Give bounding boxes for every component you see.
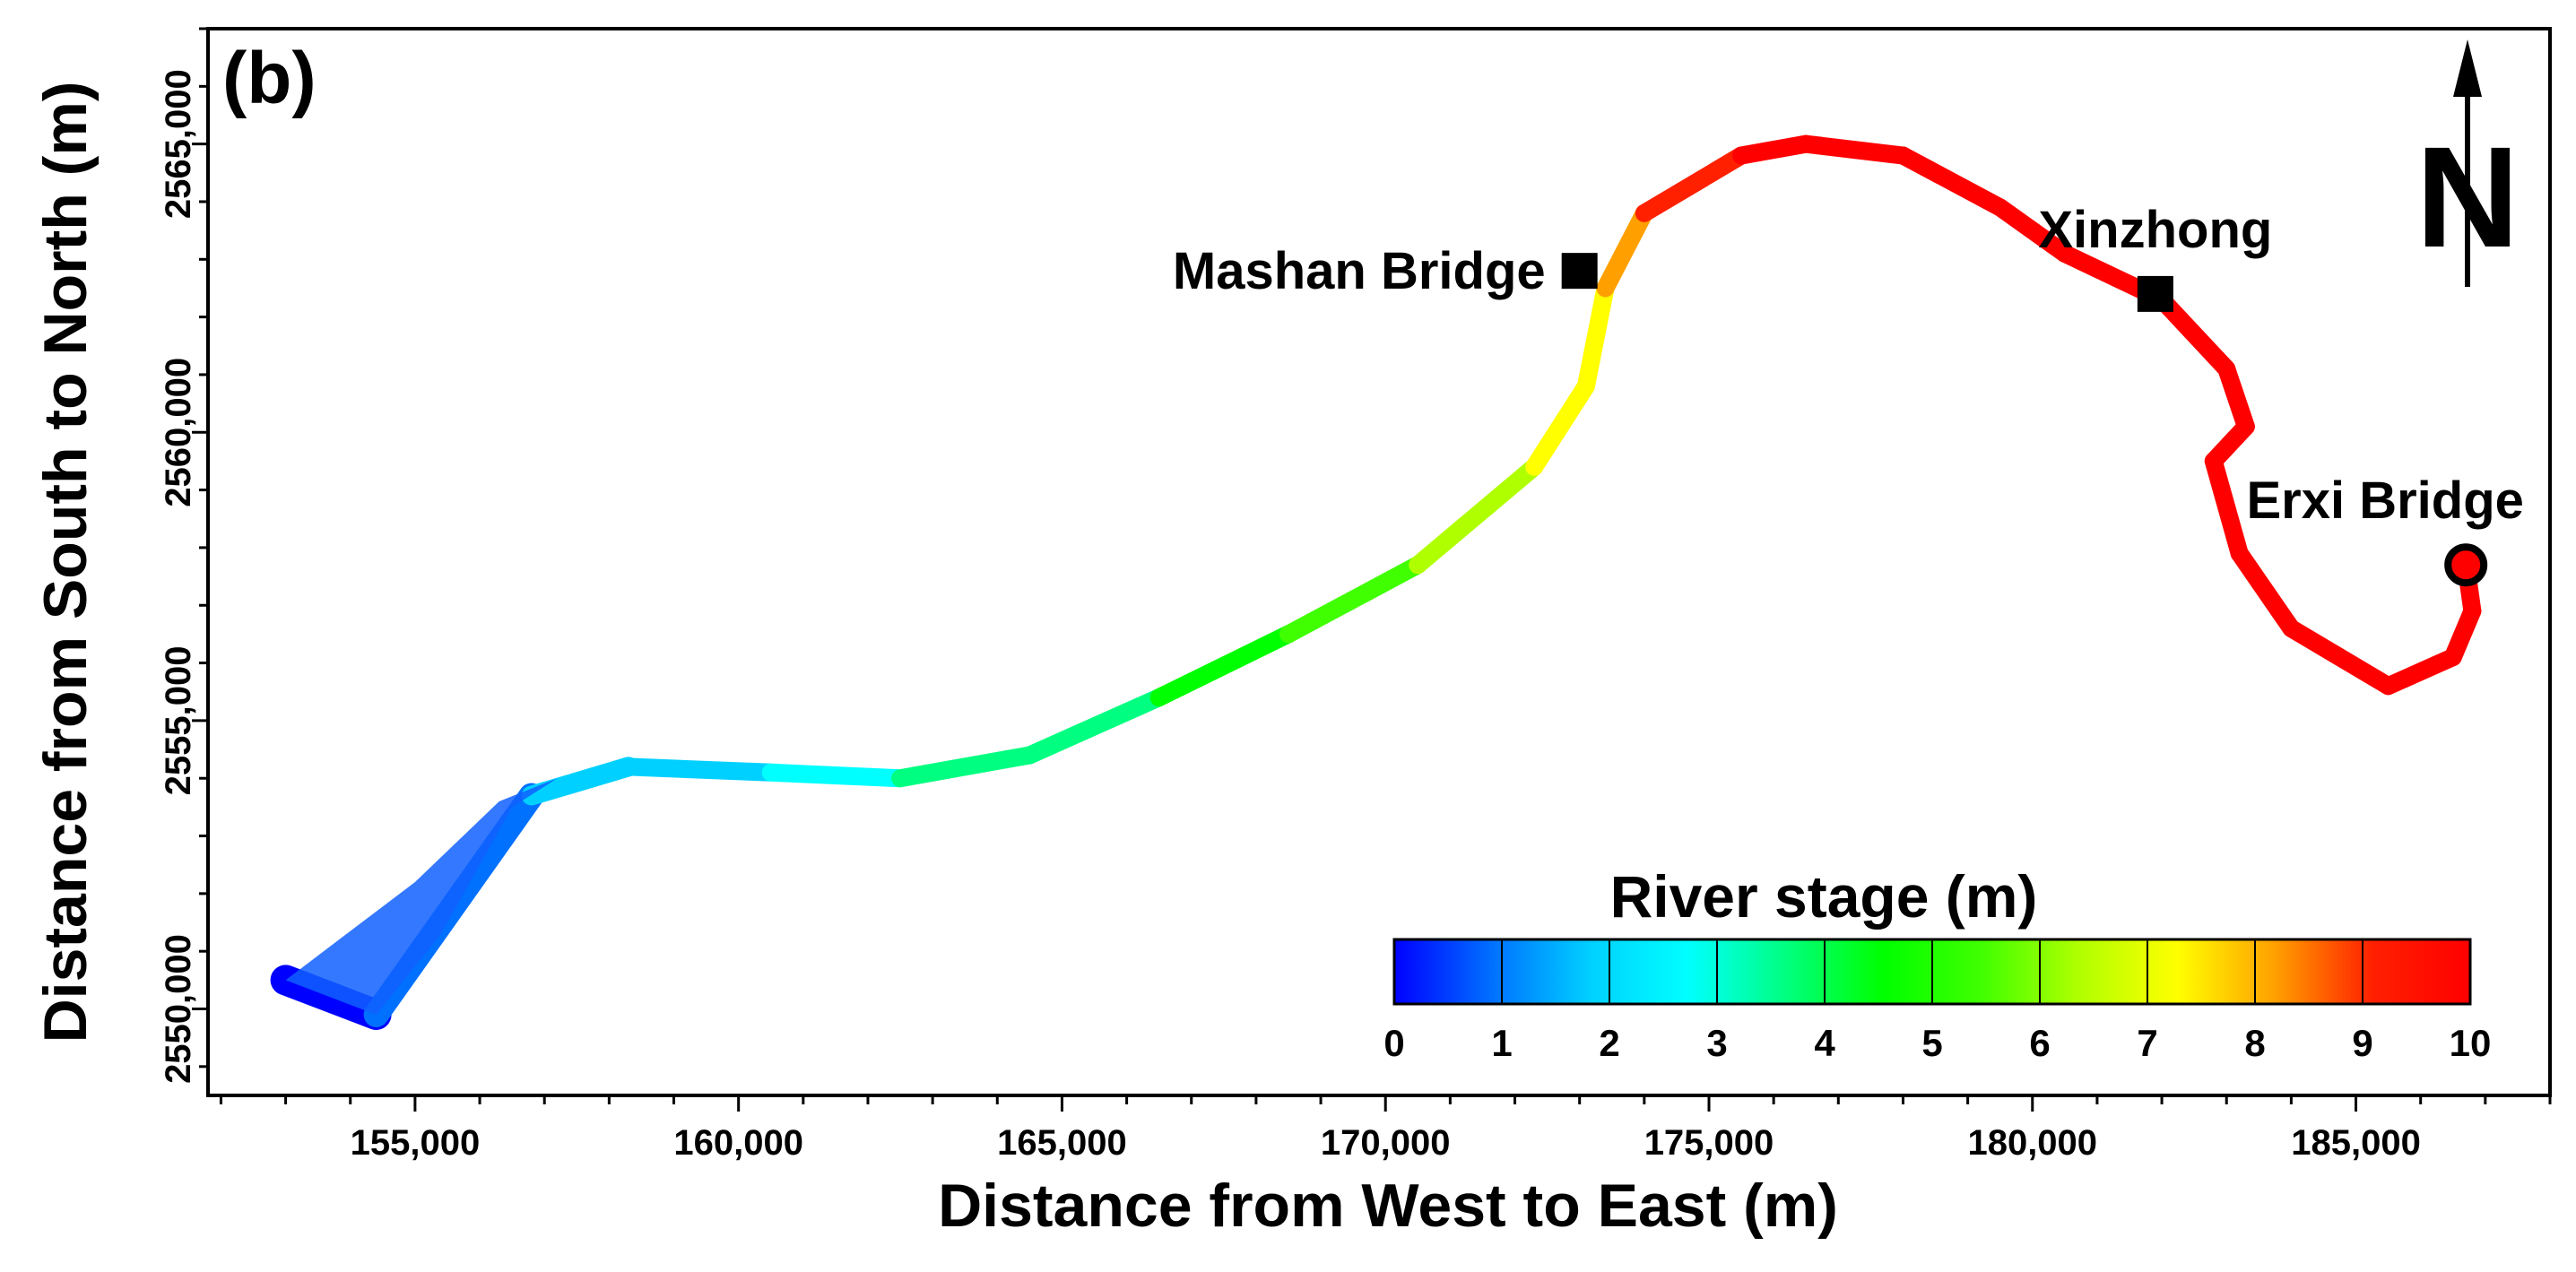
river-segment — [2204, 452, 2249, 563]
river-segment — [2217, 359, 2255, 436]
north-arrow-icon: N — [2416, 39, 2520, 287]
x-tick-label: 175,000 — [1644, 1123, 1774, 1163]
colorbar-tick-label: 7 — [2137, 1022, 2157, 1064]
river-segment — [521, 757, 639, 806]
river-segment — [1797, 134, 1912, 165]
mashan-bridge-label: Mashan Bridge — [1173, 242, 1546, 300]
x-tick-label: 185,000 — [2291, 1123, 2421, 1163]
river-segment — [620, 757, 780, 782]
y-axis-label: Distance from South to North (m) — [31, 82, 100, 1043]
x-tick-label: 170,000 — [1321, 1123, 1451, 1163]
colorbar-tick-label: 4 — [1814, 1022, 1835, 1064]
erxi-bridge-marker — [2444, 543, 2488, 587]
north-letter: N — [2416, 117, 2520, 277]
x-tick-label: 165,000 — [997, 1123, 1127, 1163]
river-delta — [285, 778, 558, 1015]
y-tick-label: 2550,000 — [159, 934, 198, 1084]
colorbar-tick-label: 10 — [2450, 1022, 2492, 1064]
location-erxi-bridge: Erxi Bridge — [2246, 472, 2524, 587]
river-segment — [1020, 688, 1168, 765]
river-segment — [1732, 134, 1816, 165]
colorbar-tick-label: 5 — [1921, 1022, 1942, 1064]
location-xinzhong: Xinzhong — [2038, 201, 2272, 312]
river-segment — [1279, 556, 1427, 644]
x-axis-ticks: 155,000 160,000 165,000 170,000 175,000 180,0… — [219, 1095, 2552, 1163]
x-tick-label: 180,000 — [1967, 1123, 2097, 1163]
river-segment — [2379, 648, 2462, 696]
x-tick-label: 160,000 — [673, 1123, 803, 1163]
erxi-bridge-label: Erxi Bridge — [2246, 472, 2523, 530]
colorbar-tick-label: 6 — [2029, 1022, 2050, 1064]
location-mashan-bridge: Mashan Bridge — [1173, 242, 1598, 300]
colorbar-tick-label: 0 — [1383, 1022, 1404, 1064]
colorbar-tick-label: 3 — [1706, 1022, 1727, 1064]
colorbar: River stage (m) 0 1 2 3 4 5 6 7 8 9 10 — [1383, 863, 2491, 1064]
x-tick-label: 155,000 — [351, 1123, 481, 1163]
river-segment — [2230, 544, 2301, 637]
river-segment — [1894, 146, 2009, 217]
river-segment — [891, 746, 1039, 788]
x-axis-label: Distance from West to East (m) — [938, 1172, 1838, 1240]
river-segment — [1149, 625, 1297, 707]
river-segment — [1525, 376, 1595, 476]
river-segment — [1576, 279, 1615, 395]
y-tick-label: 2555,000 — [159, 645, 198, 795]
panel-label: (b) — [222, 38, 317, 119]
colorbar-title: River stage (m) — [1610, 863, 2038, 930]
river-channel — [270, 134, 2482, 1030]
colorbar-tick-label: 9 — [2352, 1022, 2372, 1064]
xinzhong-marker — [2137, 275, 2173, 312]
river-segment — [761, 763, 910, 788]
mashan-bridge-marker — [1561, 253, 1598, 290]
river-segment — [1635, 146, 1751, 222]
y-tick-label: 2560,000 — [159, 358, 198, 507]
river-segment — [1991, 198, 2074, 263]
colorbar-tick-label: 8 — [2244, 1022, 2265, 1064]
colorbar-tick-label: 1 — [1491, 1022, 1512, 1064]
y-tick-label: 2565,000 — [159, 69, 198, 219]
colorbar-ticks: 0 1 2 3 4 5 6 7 8 9 10 — [1383, 939, 2491, 1064]
y-axis-ticks: 2550,000 2555,000 2560,000 2565,000 — [159, 27, 208, 1084]
map-frame — [206, 27, 2552, 1097]
river-segment — [1409, 457, 1544, 575]
river-segment — [2282, 619, 2398, 696]
river-segment — [1596, 203, 1653, 298]
colorbar-tick-label: 2 — [1599, 1022, 1619, 1064]
xinzhong-label: Xinzhong — [2038, 201, 2272, 259]
